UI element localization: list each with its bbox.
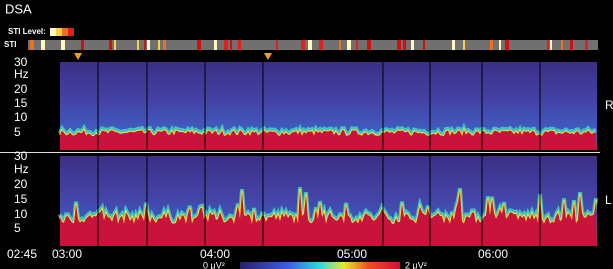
y-label: 10 xyxy=(14,207,28,221)
page: DSA STI Level: STI 30Hz2015105R30Hz20151… xyxy=(0,0,613,269)
sti-stripe xyxy=(463,40,465,50)
sti-stripe xyxy=(499,40,501,50)
y-label: Hz xyxy=(14,162,29,176)
power-band xyxy=(60,130,597,150)
sti-stripe xyxy=(339,40,341,50)
sti-stripe xyxy=(547,40,549,50)
sti-swatch xyxy=(50,28,56,36)
time-label: 02:45 xyxy=(7,247,37,261)
sti-stripe xyxy=(397,40,401,50)
y-label: 20 xyxy=(14,82,28,96)
sti-stripe xyxy=(109,40,112,50)
sti-stripe xyxy=(319,40,323,50)
sti-stripe xyxy=(30,40,34,50)
sti-swatch xyxy=(62,28,68,36)
colorbar-max: 2 μV² xyxy=(405,260,427,269)
sti-stripe xyxy=(214,40,217,50)
time-label: 03:00 xyxy=(52,247,82,261)
sti-stripe xyxy=(41,40,45,50)
time-label: 05:00 xyxy=(337,247,367,261)
sti-stripe xyxy=(570,40,573,50)
side-label: L xyxy=(605,193,612,207)
side-label: R xyxy=(605,98,613,112)
sti-stripe xyxy=(114,40,116,50)
sti-stripe xyxy=(61,40,65,50)
sti-swatch xyxy=(68,28,74,36)
sti-stripe xyxy=(505,40,509,50)
sti-stripe xyxy=(147,40,150,50)
sti-bar xyxy=(28,40,598,50)
sti-stripe xyxy=(81,40,84,50)
sti-stripe xyxy=(308,40,312,50)
sti-stripe xyxy=(144,40,146,50)
sti-stripe xyxy=(197,40,201,50)
y-label: 10 xyxy=(14,110,28,124)
sti-stripe xyxy=(158,40,160,50)
title: DSA xyxy=(5,1,32,16)
sti-stripe xyxy=(367,40,371,50)
sti-stripe xyxy=(356,40,358,50)
y-label: Hz xyxy=(14,67,29,81)
sti-stripe xyxy=(561,40,563,50)
sti-stripe xyxy=(301,40,305,50)
colorbar-min: 0 μV² xyxy=(203,260,225,269)
sti-stripe xyxy=(423,40,425,50)
sti-stripe xyxy=(347,40,351,50)
time-label: 04:00 xyxy=(200,247,230,261)
sti-label: STI xyxy=(4,40,16,49)
sti-stripe xyxy=(411,40,414,50)
sti-stripe xyxy=(238,40,241,50)
sti-stripe xyxy=(137,40,139,50)
y-label: 5 xyxy=(14,221,21,235)
y-label: 30 xyxy=(14,149,28,163)
sti-stripe xyxy=(276,40,278,50)
y-label: 20 xyxy=(14,177,28,191)
sti-stripe xyxy=(585,40,588,50)
colorbar xyxy=(240,262,400,269)
sti-stripe xyxy=(224,40,228,50)
sti-stripe xyxy=(550,40,552,50)
sti-stripe xyxy=(452,40,455,50)
y-label: 5 xyxy=(14,125,21,139)
time-label: 06:00 xyxy=(478,247,508,261)
sti-swatch xyxy=(56,28,62,36)
y-label: 15 xyxy=(14,96,28,110)
sti-stripe xyxy=(163,40,166,50)
sti-level-label: STI Level: xyxy=(8,27,46,36)
y-label: 15 xyxy=(14,192,28,206)
sti-stripe xyxy=(490,40,493,50)
dsa-screen: DSA STI Level: STI 30Hz2015105R30Hz20151… xyxy=(0,0,613,269)
sti-stripe xyxy=(403,40,406,50)
sti-stripe xyxy=(230,40,232,50)
